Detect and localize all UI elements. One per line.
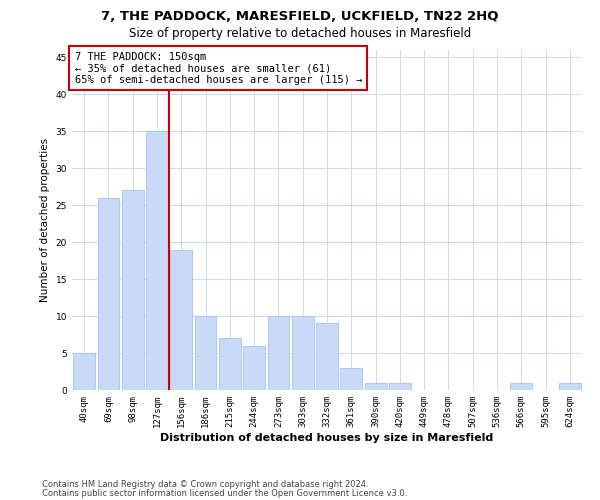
Text: 7, THE PADDOCK, MARESFIELD, UCKFIELD, TN22 2HQ: 7, THE PADDOCK, MARESFIELD, UCKFIELD, TN…	[101, 10, 499, 23]
Text: 7 THE PADDOCK: 150sqm
← 35% of detached houses are smaller (61)
65% of semi-deta: 7 THE PADDOCK: 150sqm ← 35% of detached …	[74, 52, 362, 85]
Y-axis label: Number of detached properties: Number of detached properties	[40, 138, 50, 302]
Bar	[268, 316, 289, 390]
Text: Contains public sector information licensed under the Open Government Licence v3: Contains public sector information licen…	[42, 489, 407, 498]
X-axis label: Distribution of detached houses by size in Maresfield: Distribution of detached houses by size …	[160, 432, 494, 442]
Bar	[97, 198, 119, 390]
Bar	[389, 382, 411, 390]
Bar	[340, 368, 362, 390]
Bar	[122, 190, 143, 390]
Bar	[243, 346, 265, 390]
Bar	[316, 324, 338, 390]
Bar	[511, 382, 532, 390]
Text: Size of property relative to detached houses in Maresfield: Size of property relative to detached ho…	[129, 28, 471, 40]
Bar	[73, 353, 95, 390]
Bar	[292, 316, 314, 390]
Bar	[219, 338, 241, 390]
Bar	[170, 250, 192, 390]
Bar	[146, 132, 168, 390]
Bar	[365, 382, 386, 390]
Text: Contains HM Land Registry data © Crown copyright and database right 2024.: Contains HM Land Registry data © Crown c…	[42, 480, 368, 489]
Bar	[559, 382, 581, 390]
Bar	[194, 316, 217, 390]
